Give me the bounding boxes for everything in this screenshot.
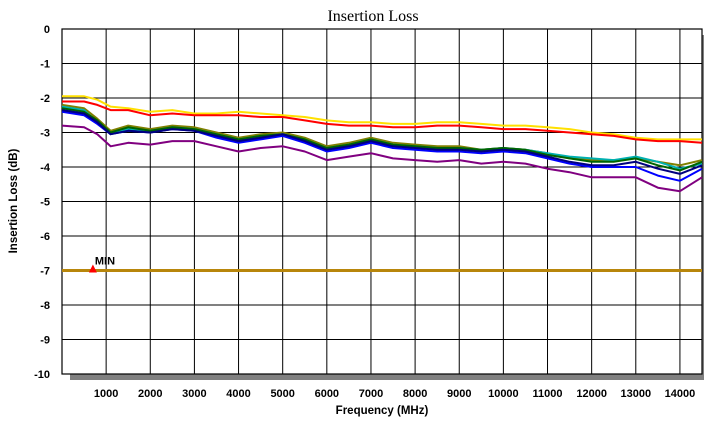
limit-line-group: MIN <box>62 256 702 273</box>
y-axis-ticks: 0 -1 -2 -3 -4 -5 -6 -7 -8 -9 -10 <box>34 24 51 381</box>
y-tick-label-4: -4 <box>40 162 51 174</box>
y-axis-label: Insertion Loss (dB) <box>8 148 20 253</box>
y-tick-label-3: -3 <box>40 128 50 140</box>
y-tick-label-1: -1 <box>40 59 50 71</box>
x-tick-label-5: 6000 <box>315 388 339 400</box>
series-line-0 <box>62 95 702 141</box>
series-line-5 <box>61 124 703 193</box>
x-tick-label-11: 12000 <box>576 388 607 400</box>
series-line-6 <box>61 107 703 172</box>
y-tick-label-8: -8 <box>40 300 50 312</box>
y-tick-label-9: -9 <box>40 335 50 347</box>
x-tick-label-3: 4000 <box>226 388 250 400</box>
x-tick-label-6: 7000 <box>359 388 383 400</box>
series-line-2 <box>61 103 703 167</box>
x-axis-label: Frequency (MHz) <box>336 405 429 417</box>
x-tick-label-1: 2000 <box>138 388 162 400</box>
chart-title: Insertion Loss <box>327 8 418 25</box>
x-tick-label-7: 8000 <box>403 388 427 400</box>
x-tick-label-4: 5000 <box>270 388 294 400</box>
x-tick-label-13: 14000 <box>665 388 696 400</box>
y-tick-label-5: -5 <box>40 197 50 209</box>
x-tick-label-8: 9000 <box>447 388 471 400</box>
min-marker <box>88 264 97 273</box>
x-tick-label-10: 11000 <box>533 388 563 400</box>
x-axis-ticks: 1000 2000 3000 4000 5000 6000 7000 8000 9000 1000… <box>94 388 695 400</box>
y-tick-label-2: -2 <box>40 93 50 105</box>
series-line-7 <box>61 109 703 175</box>
x-tick-label-2: 3000 <box>182 388 206 400</box>
x-tick-label-12: 13000 <box>620 388 651 400</box>
min-marker-label: MIN <box>95 256 115 268</box>
y-tick-label-6: -6 <box>40 231 50 243</box>
plot-area <box>61 28 704 380</box>
data-series <box>61 95 703 193</box>
y-tick-label-0: 0 <box>44 24 50 36</box>
x-tick-label-0: 1000 <box>94 388 118 400</box>
y-tick-label-10: -10 <box>34 369 50 381</box>
series-line-1 <box>62 100 703 144</box>
y-tick-label-7: -7 <box>40 266 50 278</box>
x-tick-label-9: 10000 <box>488 388 519 400</box>
